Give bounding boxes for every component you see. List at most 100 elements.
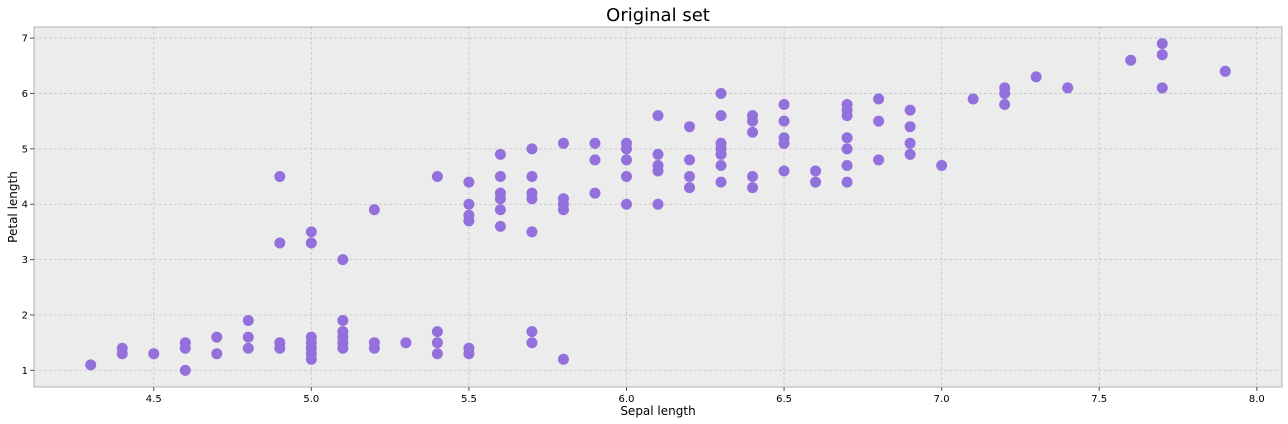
scatter-point [904, 148, 916, 160]
scatter-point [557, 353, 569, 365]
scatter-point [494, 171, 506, 183]
scatter-point [715, 159, 727, 171]
scatter-point [274, 171, 286, 183]
scatter-point [179, 337, 191, 349]
scatter-point [778, 99, 790, 111]
scatter-point [652, 148, 664, 160]
scatter-point [242, 315, 254, 327]
scatter-point [431, 348, 443, 360]
data-points [85, 38, 1231, 376]
scatter-point [904, 121, 916, 133]
scatter-point [463, 209, 475, 221]
y-axis: 1 2 3 4 5 6 7 [22, 34, 34, 377]
scatter-point [1156, 38, 1168, 50]
scatter-point [904, 137, 916, 149]
scatter-point [337, 315, 349, 327]
plot-frame [33, 26, 1283, 388]
grid-lines [34, 27, 1282, 387]
scatter-point [431, 171, 443, 183]
scatter-point [778, 115, 790, 127]
scatter-point [242, 331, 254, 343]
scatter-point [242, 342, 254, 354]
y-tick-label: 7 [22, 34, 28, 45]
scatter-point [116, 342, 128, 354]
x-tick-label: 5.5 [461, 394, 477, 405]
scatter-point [463, 176, 475, 188]
y-tick-label: 6 [22, 89, 28, 100]
x-tick-label: 4.5 [146, 394, 162, 405]
scatter-point [337, 254, 349, 266]
scatter-point [557, 137, 569, 149]
scatter-point [589, 137, 601, 149]
scatter-point [620, 171, 632, 183]
scatter-point [936, 159, 948, 171]
x-tick-label: 6.0 [619, 394, 635, 405]
scatter-point [810, 165, 822, 177]
scatter-point [85, 359, 97, 371]
scatter-point [841, 132, 853, 144]
scatter-point [368, 337, 380, 349]
scatter-point [684, 121, 696, 133]
scatter-point [463, 198, 475, 210]
scatter-point [1062, 82, 1074, 94]
x-tick-label: 6.5 [776, 394, 792, 405]
scatter-point [841, 159, 853, 171]
scatter-point [1156, 49, 1168, 61]
scatter-point [747, 110, 759, 122]
scatter-point [747, 126, 759, 138]
x-axis-label: Sepal length [620, 404, 695, 418]
x-tick-label: 8.0 [1249, 394, 1265, 405]
scatter-point [873, 115, 885, 127]
scatter-point [274, 337, 286, 349]
scatter-point [211, 348, 223, 360]
scatter-point [873, 93, 885, 105]
scatter-point [305, 226, 317, 238]
scatter-point [305, 331, 317, 343]
scatter-point [463, 342, 475, 354]
scatter-point [526, 337, 538, 349]
scatter-point [684, 154, 696, 166]
scatter-point [747, 182, 759, 194]
scatter-point [999, 82, 1011, 94]
scatter-point [1156, 82, 1168, 94]
scatter-point [494, 187, 506, 199]
scatter-point [841, 99, 853, 111]
scatter-point [715, 137, 727, 149]
scatter-point [589, 187, 601, 199]
scatter-point [904, 104, 916, 116]
x-axis: 4.5 5.0 5.5 6.0 6.5 7.0 7.5 8.0 [146, 387, 1265, 405]
scatter-point [841, 143, 853, 155]
scatter-point [778, 165, 790, 177]
scatter-point [368, 204, 380, 216]
scatter-point [526, 326, 538, 338]
scatter-point [494, 220, 506, 232]
scatter-point [620, 198, 632, 210]
scatter-point [274, 237, 286, 249]
x-tick-label: 5.0 [303, 394, 319, 405]
scatter-point [526, 171, 538, 183]
scatter-point [810, 176, 822, 188]
scatter-point [179, 364, 191, 376]
scatter-point [494, 204, 506, 216]
scatter-point [684, 171, 696, 183]
scatter-point [526, 143, 538, 155]
scatter-point [715, 176, 727, 188]
y-tick-label: 1 [22, 366, 28, 377]
scatter-point [589, 154, 601, 166]
scatter-point [652, 110, 664, 122]
scatter-point [211, 331, 223, 343]
scatter-point [148, 348, 160, 360]
scatter-point [526, 226, 538, 238]
scatter-point [557, 193, 569, 205]
scatter-point [431, 326, 443, 338]
scatter-point [337, 326, 349, 338]
scatter-point [873, 154, 885, 166]
scatter-point [841, 176, 853, 188]
y-tick-label: 2 [22, 311, 28, 322]
scatter-point [1030, 71, 1042, 83]
scatter-point [620, 154, 632, 166]
scatter-point [684, 182, 696, 194]
chart-title: Original set [606, 5, 710, 26]
scatter-point [652, 159, 664, 171]
scatter-point [999, 99, 1011, 111]
